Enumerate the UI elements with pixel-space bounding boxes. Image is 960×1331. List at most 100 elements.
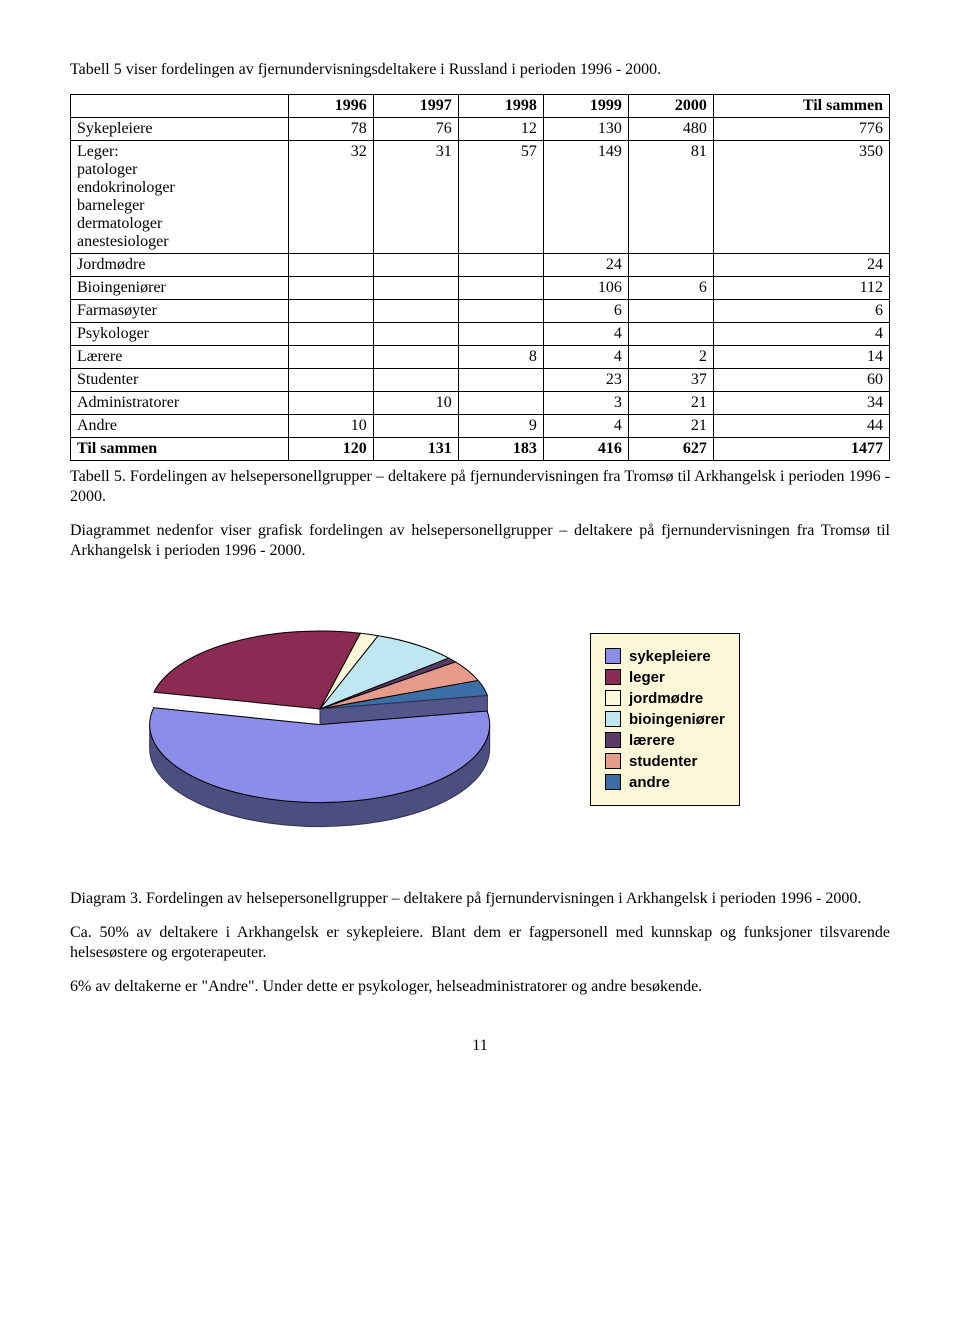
table-cell: [628, 323, 713, 346]
table-cell: 10: [373, 392, 458, 415]
total-cell: 120: [288, 438, 373, 461]
table-header-row: 1996 1997 1998 1999 2000 Til sammen: [71, 95, 890, 118]
table-row: Jordmødre 24 24: [71, 254, 890, 277]
chart-caption: Diagram 3. Fordelingen av helsepersonell…: [70, 889, 890, 909]
table-row: Studenter233760: [71, 369, 890, 392]
table-cell: 14: [713, 346, 889, 369]
col-1997: 1997: [373, 95, 458, 118]
table-cell: 24: [543, 254, 628, 277]
legend-item-studenter: studenter: [605, 753, 725, 770]
table-cell: 4: [543, 346, 628, 369]
table-cell: 776: [713, 118, 889, 141]
legend-item-leger: leger: [605, 669, 725, 686]
legend-label: lærere: [629, 732, 675, 749]
table-cell: [628, 254, 713, 277]
row-label: Andre: [71, 415, 289, 438]
table-cell: [288, 369, 373, 392]
legend-item-bioingeniorer: bioingeniører: [605, 711, 725, 728]
table-cell: [288, 300, 373, 323]
table-row: Andre10942144: [71, 415, 890, 438]
table-cell: 112: [713, 277, 889, 300]
table-cell: 60: [713, 369, 889, 392]
pie-legend: sykepleierelegerjordmødrebioingeniørerlæ…: [590, 633, 740, 806]
pie-chart-block: sykepleierelegerjordmødrebioingeniørerlæ…: [70, 589, 890, 849]
total-cell: 1477: [713, 438, 889, 461]
table-row: Farmasøyter 6 6: [71, 300, 890, 323]
table-cell: [373, 277, 458, 300]
total-cell: 131: [373, 438, 458, 461]
total-label: Til sammen: [71, 438, 289, 461]
table-cell: [458, 392, 543, 415]
table-cell: 8: [458, 346, 543, 369]
table-cell: 57: [458, 141, 543, 254]
table-cell: 12: [458, 118, 543, 141]
table-row: Bioingeniører1066112: [71, 277, 890, 300]
row-label: Lærere: [71, 346, 289, 369]
table-cell: 32: [288, 141, 373, 254]
table-cell: [458, 300, 543, 323]
row-label: Sykepleiere: [71, 118, 289, 141]
table-cell: [458, 254, 543, 277]
row-label: Psykologer: [71, 323, 289, 346]
total-cell: 416: [543, 438, 628, 461]
row-label: Jordmødre: [71, 254, 289, 277]
table-cell: 4: [543, 415, 628, 438]
table-cell: [458, 277, 543, 300]
table-cell: [458, 323, 543, 346]
table-row: Lærere 84214: [71, 346, 890, 369]
table-cell: 149: [543, 141, 628, 254]
legend-label: bioingeniører: [629, 711, 725, 728]
row-label: Farmasøyter: [71, 300, 289, 323]
table-cell: 9: [458, 415, 543, 438]
col-1996: 1996: [288, 95, 373, 118]
table-cell: [373, 369, 458, 392]
table-row: Psykologer44: [71, 323, 890, 346]
table-cell: [458, 369, 543, 392]
legend-swatch-icon: [605, 711, 621, 727]
table-cell: [373, 415, 458, 438]
data-table: 1996 1997 1998 1999 2000 Til sammen Syke…: [70, 94, 890, 461]
table-cell: 81: [628, 141, 713, 254]
table-total-row: Til sammen 120 131 183 416 627 1477: [71, 438, 890, 461]
table-cell: [373, 323, 458, 346]
legend-item-sykepleiere: sykepleiere: [605, 648, 725, 665]
table-cell: 4: [543, 323, 628, 346]
body-paragraph: 6% av deltakerne er "Andre". Under dette…: [70, 977, 890, 997]
table-cell: 3: [543, 392, 628, 415]
table-cell: 34: [713, 392, 889, 415]
table-row: Administratorer1032134: [71, 392, 890, 415]
table-cell: [288, 346, 373, 369]
legend-label: leger: [629, 669, 665, 686]
table-cell: 24: [713, 254, 889, 277]
legend-swatch-icon: [605, 732, 621, 748]
table-cell: 23: [543, 369, 628, 392]
legend-swatch-icon: [605, 648, 621, 664]
table-row: Sykepleiere787612130480776: [71, 118, 890, 141]
table-cell: 6: [713, 300, 889, 323]
legend-label: sykepleiere: [629, 648, 711, 665]
total-cell: 627: [628, 438, 713, 461]
legend-item-laerere: lærere: [605, 732, 725, 749]
legend-label: studenter: [629, 753, 697, 770]
table-header-blank: [71, 95, 289, 118]
table-cell: 106: [543, 277, 628, 300]
table-cell: 6: [543, 300, 628, 323]
col-1998: 1998: [458, 95, 543, 118]
table-cell: [288, 392, 373, 415]
col-total: Til sammen: [713, 95, 889, 118]
col-2000: 2000: [628, 95, 713, 118]
legend-swatch-icon: [605, 690, 621, 706]
table-cell: 37: [628, 369, 713, 392]
intro-paragraph: Tabell 5 viser fordelingen av fjernunder…: [70, 60, 890, 80]
row-label: Bioingeniører: [71, 277, 289, 300]
table-cell: 2: [628, 346, 713, 369]
table-row: Leger: patologer endokrinologer barneleg…: [71, 141, 890, 254]
table-cell: [373, 254, 458, 277]
page-number: 11: [70, 1037, 890, 1055]
table-cell: [288, 277, 373, 300]
table-cell: 31: [373, 141, 458, 254]
table-cell: [288, 254, 373, 277]
table-cell: 350: [713, 141, 889, 254]
row-label: Leger: patologer endokrinologer barneleg…: [71, 141, 289, 254]
table-cell: 78: [288, 118, 373, 141]
